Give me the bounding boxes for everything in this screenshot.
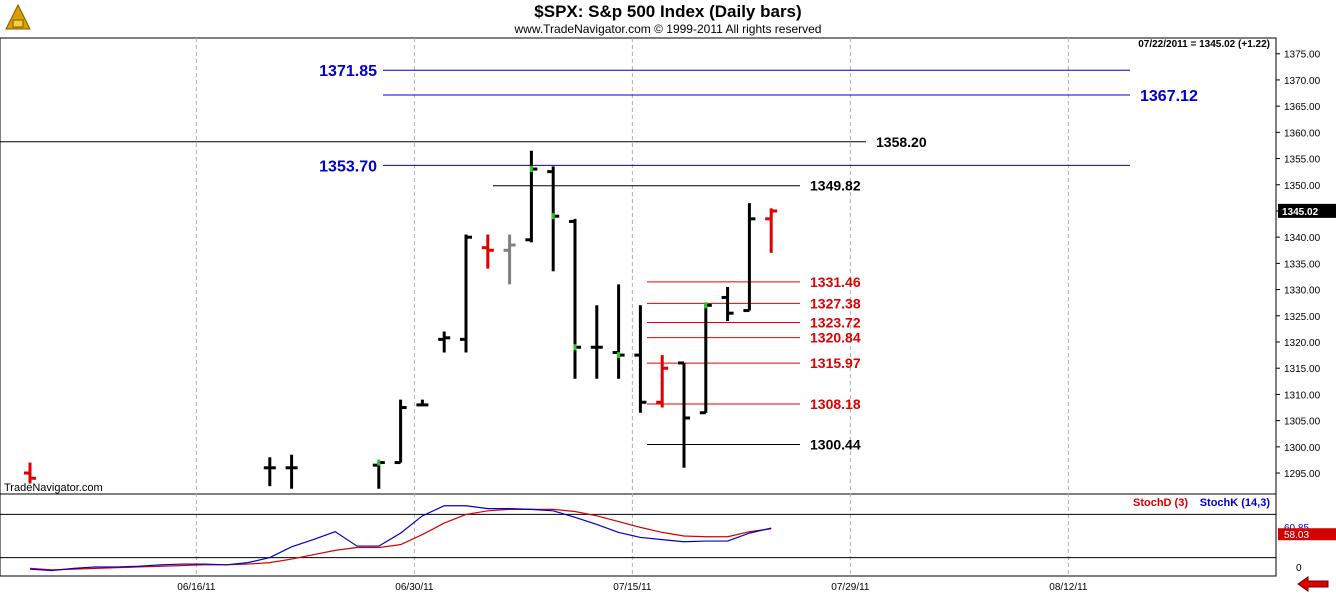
price-level-label: 1371.85 [319,63,377,80]
y-tick-label: 1355.00 [1284,155,1321,166]
price-level-label: 1308.18 [810,396,861,412]
levels-layer: 1371.85 1367.12 1358.20 1353.70 1349.82 1331.… [0,63,1198,453]
x-tick-label: 06/30/11 [395,582,434,593]
signal-marker [551,213,555,220]
y-axis: 1295.00 1300.00 1305.00 1310.00 1315.00 1320.… [1276,50,1336,480]
signal-marker [617,352,621,359]
stochk-readout-bg [1278,522,1336,534]
stochd-readout-bg [1278,528,1336,541]
x-tick-label: 07/15/11 [613,582,652,593]
price-level-label: 1349.82 [810,178,861,194]
stochk-line [29,505,772,572]
price-level-label: 1315.97 [810,355,861,371]
price-level-label: 1358.20 [876,134,927,150]
x-tick-label: 08/12/11 [1049,582,1088,593]
y-tick-label: 1295.00 [1284,469,1321,480]
x-axis: 06/16/11 06/30/11 07/15/11 07/29/11 08/12/11 [177,582,1088,593]
price-level-label: 1323.72 [810,315,861,331]
y-tick-label: 1330.00 [1284,286,1321,297]
x-tick-label: 06/16/11 [177,582,216,593]
stochd-line [29,508,772,571]
price-level-label: 1327.38 [810,295,861,311]
gridlines [195,38,1069,576]
y-tick-label: 1365.00 [1284,102,1321,113]
y-tick-label: 1305.00 [1284,417,1321,428]
y-tick-label: 1325.00 [1284,312,1321,323]
stoch-y-tick-label: 0 [1296,563,1302,574]
bars-layer [24,150,778,489]
y-tick-label: 1370.00 [1284,76,1321,87]
y-tick-label: 1315.00 [1284,364,1321,375]
stoch-pane [0,493,1277,577]
y-tick-label: 1375.00 [1284,50,1321,61]
y-tick-label: 1340.00 [1284,233,1321,244]
stoch-pane-frame [0,493,1277,577]
signal-marker [377,459,381,466]
stochd-legend: StochD (3) [1133,497,1188,509]
y-tick-label: 1310.00 [1284,390,1321,401]
y-tick-label: 1320.00 [1284,338,1321,349]
signal-marker [704,302,708,309]
stoch-layer: 60.8558.030 [0,505,1336,574]
scroll-left-arrow-icon[interactable] [1297,576,1329,592]
price-level-label: 1353.70 [319,158,377,175]
price-level-label: 1320.84 [810,330,861,346]
chart-title: $SPX: S&p 500 Index (Daily bars) [534,2,802,21]
current-price-label: 1345.02 [1282,207,1319,218]
y-tick-label: 1300.00 [1284,443,1321,454]
price-level-label: 1331.46 [810,274,861,290]
watermark: TradeNavigator.com [4,482,103,494]
signal-marker [573,344,577,351]
stochd-readout: 58.03 [1284,530,1309,541]
price-pane [0,37,1277,495]
trade-navigator-logo-icon[interactable] [3,3,33,33]
price-level-label: 1300.44 [810,437,861,453]
stochk-legend: StochK (14,3) [1200,497,1271,509]
copyright-line: www.TradeNavigator.com © 1999-2011 All r… [514,22,822,36]
y-tick-label: 1350.00 [1284,181,1321,192]
y-tick-label: 1335.00 [1284,259,1321,270]
signal-marker [529,166,533,173]
price-readout: 07/22/2011 = 1345.02 (+1.22) [1138,39,1270,50]
current-price-tag [1278,203,1336,218]
y-tick-label: 1360.00 [1284,128,1321,139]
x-tick-label: 07/29/11 [831,582,870,593]
price-level-label: 1367.12 [1140,88,1198,105]
price-pane-frame [0,37,1277,495]
